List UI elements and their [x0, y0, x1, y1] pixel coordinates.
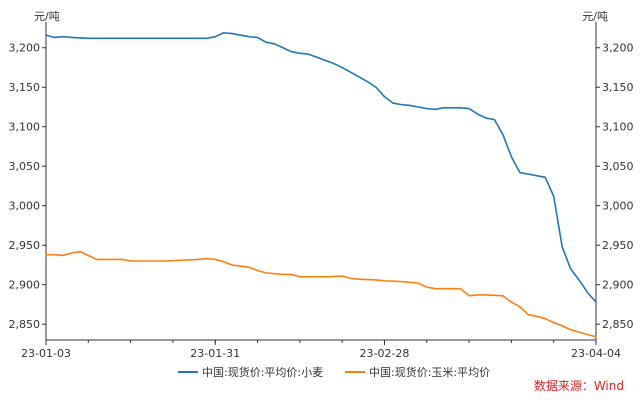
x-ticks: 23-01-03 23-01-31 23-02-28 23-04-04	[21, 340, 621, 360]
series-line-2	[45, 250, 597, 338]
right-y-tick-label: 3,000	[602, 200, 634, 213]
left-y-tick-label: 2,950	[9, 239, 41, 252]
left-y-ticks: 3,200 3,150 3,100 3,050 3,000 2,950 2,900 2,850	[9, 42, 46, 331]
x-tick-label: 23-04-04	[571, 347, 621, 360]
series-line-1	[45, 31, 597, 303]
legend: 中国:现货价:平均价:小麦 中国:现货价:玉米:平均价	[178, 365, 490, 379]
right-y-tick-label: 2,850	[602, 318, 634, 331]
x-tick-label: 23-01-03	[21, 347, 71, 360]
right-y-tick-label: 2,900	[602, 279, 634, 292]
right-y-tick-label: 3,100	[602, 121, 634, 134]
series-lines	[45, 31, 597, 338]
right-unit-label: 元/吨	[582, 10, 608, 23]
left-y-tick-label: 3,100	[9, 121, 41, 134]
legend-label: 中国:现货价:平均价:小麦	[202, 365, 323, 379]
left-y-tick-label: 3,200	[9, 42, 41, 55]
left-unit-label: 元/吨	[34, 10, 60, 23]
right-y-tick-label: 2,950	[602, 239, 634, 252]
legend-label: 中国:现货价:玉米:平均价	[369, 365, 490, 379]
right-y-tick-label: 3,200	[602, 42, 634, 55]
left-y-tick-label: 3,150	[9, 81, 41, 94]
left-y-tick-label: 3,000	[9, 200, 41, 213]
right-y-tick-label: 3,150	[602, 81, 634, 94]
left-y-tick-label: 2,850	[9, 318, 41, 331]
x-tick-label: 23-01-31	[190, 347, 240, 360]
right-y-ticks: 3,200 3,150 3,100 3,050 3,000 2,950 2,900 2,850	[596, 42, 634, 331]
left-y-tick-label: 2,900	[9, 279, 41, 292]
data-source-note: 数据来源：Wind	[534, 378, 624, 393]
right-y-tick-label: 3,050	[602, 160, 634, 173]
left-y-tick-label: 3,050	[9, 160, 41, 173]
x-tick-label: 23-02-28	[359, 347, 409, 360]
